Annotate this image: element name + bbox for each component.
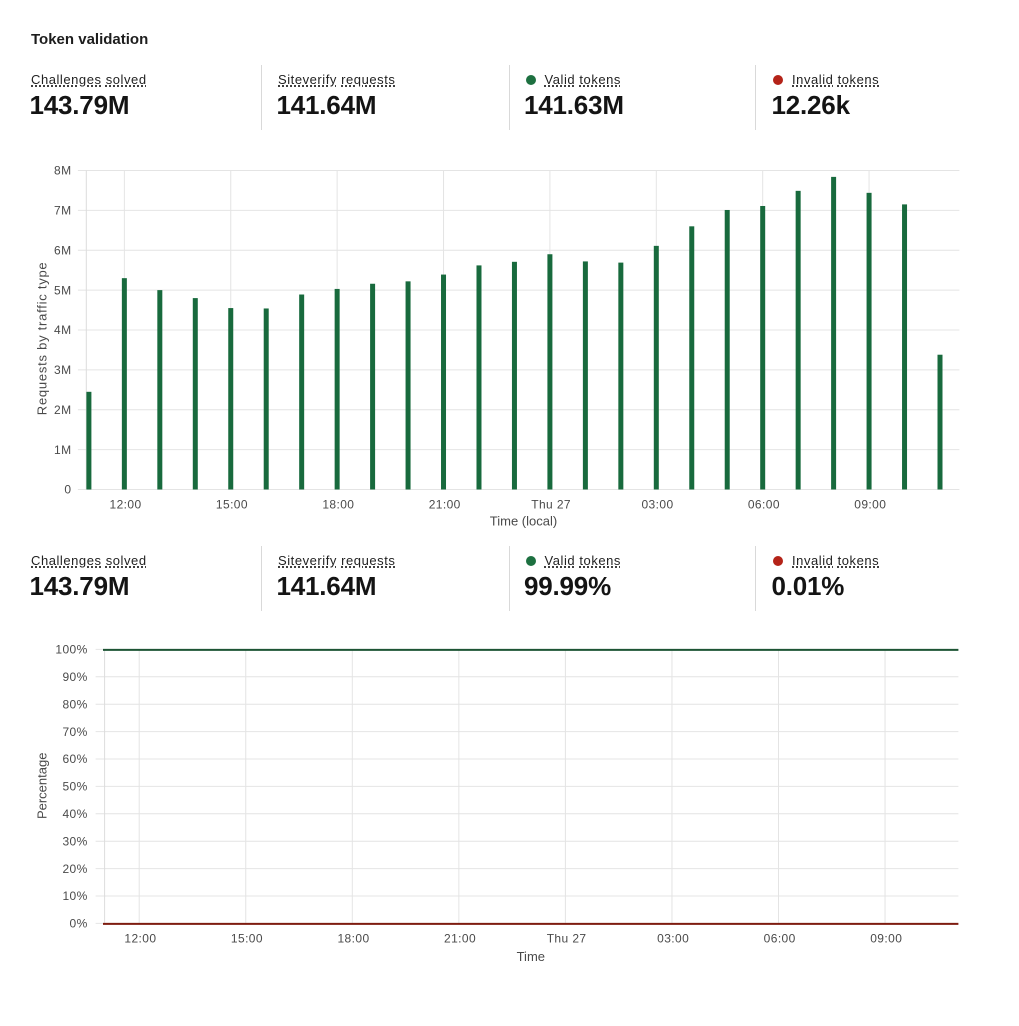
svg-text:10%: 10%	[62, 889, 87, 903]
svg-text:5M: 5M	[54, 283, 71, 297]
svg-text:30%: 30%	[62, 834, 87, 848]
svg-text:0%: 0%	[70, 917, 88, 931]
svg-text:1M: 1M	[54, 443, 71, 457]
svg-text:03:00: 03:00	[657, 931, 689, 945]
svg-text:40%: 40%	[62, 807, 87, 821]
svg-text:0: 0	[64, 483, 71, 497]
svg-text:80%: 80%	[62, 697, 87, 711]
svg-text:2M: 2M	[54, 403, 71, 417]
svg-text:Thu 27: Thu 27	[531, 498, 571, 512]
svg-text:Time: Time	[517, 949, 545, 964]
svg-text:8M: 8M	[54, 164, 71, 178]
svg-text:18:00: 18:00	[322, 498, 354, 512]
svg-text:09:00: 09:00	[870, 931, 902, 945]
svg-text:18:00: 18:00	[337, 931, 369, 945]
svg-text:Percentage: Percentage	[34, 753, 49, 820]
svg-text:4M: 4M	[54, 323, 71, 337]
svg-text:20%: 20%	[62, 862, 87, 876]
svg-text:15:00: 15:00	[231, 931, 263, 945]
svg-text:60%: 60%	[62, 752, 87, 766]
svg-text:12:00: 12:00	[110, 498, 142, 512]
svg-text:Time (local): Time (local)	[490, 513, 557, 528]
svg-text:70%: 70%	[62, 725, 87, 739]
svg-text:3M: 3M	[54, 363, 71, 377]
svg-text:Requests by traffic type: Requests by traffic type	[34, 262, 49, 416]
svg-text:03:00: 03:00	[641, 498, 673, 512]
svg-text:90%: 90%	[62, 670, 87, 684]
svg-text:7M: 7M	[54, 204, 71, 218]
svg-text:Thu 27: Thu 27	[547, 931, 587, 945]
svg-text:21:00: 21:00	[429, 498, 461, 512]
svg-text:15:00: 15:00	[216, 498, 248, 512]
svg-text:12:00: 12:00	[124, 931, 156, 945]
svg-text:21:00: 21:00	[444, 931, 476, 945]
svg-text:09:00: 09:00	[854, 498, 886, 512]
svg-text:06:00: 06:00	[764, 931, 796, 945]
svg-text:06:00: 06:00	[748, 498, 780, 512]
svg-text:50%: 50%	[62, 780, 87, 794]
svg-text:100%: 100%	[55, 643, 87, 657]
svg-text:6M: 6M	[54, 243, 71, 257]
